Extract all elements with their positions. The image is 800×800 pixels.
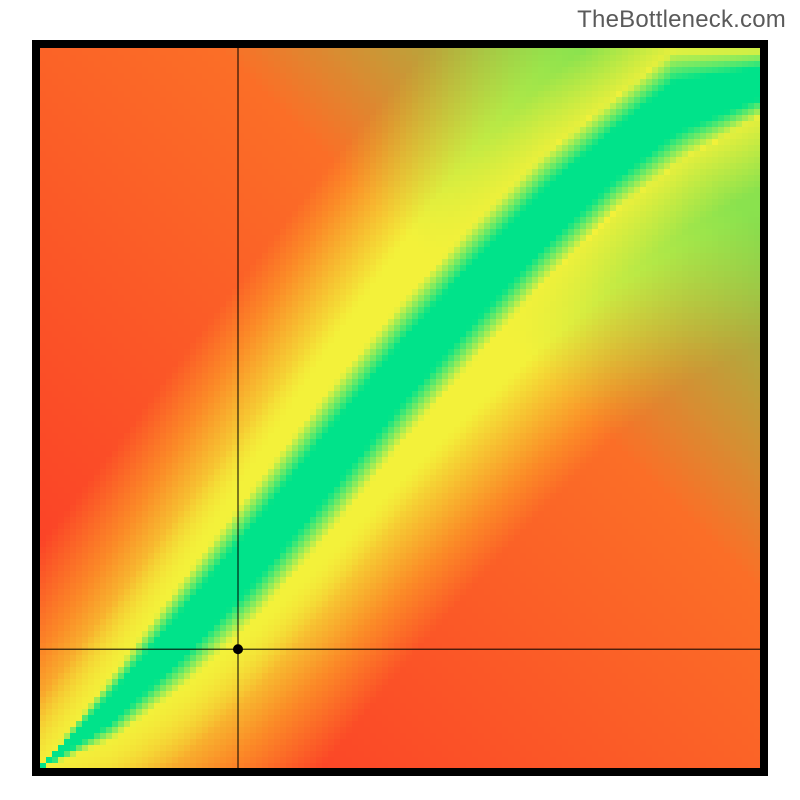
attribution-label: TheBottleneck.com — [577, 6, 786, 34]
bottleneck-heatmap — [32, 40, 768, 776]
figure-container: TheBottleneck.com — [0, 0, 800, 800]
plot-area — [32, 40, 768, 776]
